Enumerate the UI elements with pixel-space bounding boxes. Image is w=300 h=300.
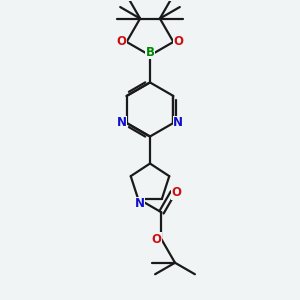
Text: O: O [174,35,184,48]
Text: N: N [134,197,144,210]
Text: N: N [117,116,127,130]
Text: O: O [116,35,126,48]
Text: O: O [152,233,162,246]
Text: N: N [173,116,183,130]
Text: O: O [171,186,181,199]
Text: B: B [146,46,154,59]
